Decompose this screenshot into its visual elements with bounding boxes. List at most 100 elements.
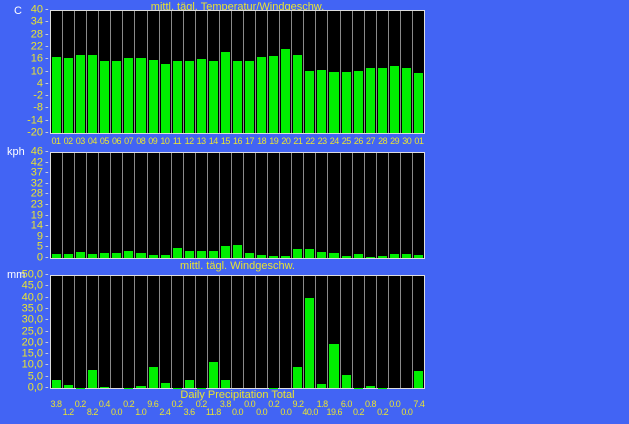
precip-value-label: 0.0 bbox=[389, 399, 401, 409]
bar-column-day-23 bbox=[316, 276, 329, 388]
windspeed-y-axis: 46-42-37-32-28-23-19-14-9-5-0- bbox=[0, 146, 49, 263]
value-bar bbox=[401, 67, 411, 133]
value-bar bbox=[148, 60, 158, 133]
y-tick-label: 35,0- bbox=[21, 302, 49, 315]
bar-column-day-21 bbox=[292, 153, 305, 258]
bar-column-day-29 bbox=[389, 276, 401, 388]
value-bar bbox=[317, 383, 327, 388]
precip-value-label: 9.2 bbox=[292, 399, 304, 409]
bar-column-day-05 bbox=[99, 153, 112, 258]
y-tick-label: 0- bbox=[36, 251, 49, 264]
y-tick-label: 42- bbox=[30, 156, 49, 169]
value-bar bbox=[413, 255, 423, 258]
bar-column-day-25 bbox=[341, 276, 353, 388]
bar-column-day-26 bbox=[353, 153, 365, 258]
precip-value-label: 0.2 bbox=[268, 399, 280, 409]
windspeed-bar-plot bbox=[50, 152, 425, 259]
x-tick-label: 21 bbox=[293, 136, 303, 146]
x-tick-label: 17 bbox=[245, 136, 255, 146]
value-bar bbox=[232, 61, 242, 133]
bar-column-day-13 bbox=[196, 11, 208, 133]
bar-column-day-19 bbox=[268, 153, 281, 258]
y-tick-label: 9- bbox=[36, 230, 49, 243]
value-bar bbox=[329, 252, 339, 258]
bar-column-day-29 bbox=[389, 153, 401, 258]
bar-column-day-26 bbox=[353, 276, 365, 388]
windspeed-unit-label: kph bbox=[7, 146, 25, 158]
bar-column-day-24 bbox=[328, 11, 341, 133]
value-bar bbox=[100, 253, 110, 258]
precip-value-label: 1.2 bbox=[62, 407, 75, 417]
bar-column-day-01 bbox=[51, 11, 64, 133]
precip-value-label: 0.0 bbox=[280, 407, 292, 417]
precip-value-label: 3.8 bbox=[219, 399, 232, 409]
precip-value-label: 8.2 bbox=[86, 407, 99, 417]
value-bar bbox=[317, 252, 327, 258]
x-tick-label: 30 bbox=[402, 136, 412, 146]
precipitation-value-labels: 3.8 1.2 0.2 8.2 0.4 0.0 0.2 1.0 9.6 2.4 0.2 3.6 0.2 1… bbox=[50, 400, 425, 420]
bar-column-day-23 bbox=[316, 153, 329, 258]
value-bar bbox=[88, 55, 98, 133]
value-bar bbox=[341, 256, 351, 258]
value-bar bbox=[64, 254, 74, 258]
value-bar bbox=[281, 255, 291, 258]
y-tick-label: 32- bbox=[30, 177, 49, 190]
bar-column-day-14 bbox=[208, 153, 220, 258]
x-tick-label: 28 bbox=[378, 136, 388, 146]
x-tick-label: 07 bbox=[124, 136, 134, 146]
x-tick-label: 06 bbox=[112, 136, 122, 146]
y-tick-label: 22- bbox=[30, 40, 49, 53]
bar-column-day-04 bbox=[87, 11, 100, 133]
day-axis-labels: 01 02 03 04 05 06 07 08 09 10 11 12 13 14 15 16 17 18 19 20… bbox=[50, 135, 425, 147]
bar-column-day-12 bbox=[184, 276, 196, 388]
bar-column-day-05 bbox=[99, 276, 112, 388]
value-bar bbox=[184, 379, 194, 388]
value-bar bbox=[329, 72, 339, 133]
value-bar bbox=[413, 73, 423, 133]
bar-column-day-13 bbox=[196, 153, 208, 258]
y-tick-label: 23- bbox=[30, 198, 49, 211]
y-tick-label: 19- bbox=[30, 209, 49, 222]
value-bar bbox=[365, 256, 375, 258]
precipitation-chart-title: Daily Precipitation Total bbox=[180, 389, 295, 401]
precip-value-label: 0.0 bbox=[231, 407, 244, 417]
value-bar bbox=[136, 253, 146, 258]
bar-column-day-12 bbox=[184, 11, 196, 133]
value-bar bbox=[389, 66, 399, 133]
precip-value-label: 3.6 bbox=[183, 407, 196, 417]
x-tick-label: 20 bbox=[281, 136, 291, 146]
value-bar bbox=[377, 255, 387, 258]
bar-column-day-20 bbox=[280, 153, 293, 258]
bar-column-day-06 bbox=[111, 11, 124, 133]
bar-column-day-02 bbox=[63, 153, 76, 258]
x-tick-label: 29 bbox=[390, 136, 400, 146]
precip-value-label: 0.0 bbox=[244, 399, 256, 409]
value-bar bbox=[160, 382, 170, 388]
value-bar bbox=[413, 371, 423, 388]
value-bar bbox=[353, 253, 363, 258]
precip-value-label: 3.8 bbox=[50, 399, 63, 409]
precipitation-y-axis: 50,0-45,0-40,0-35,0-30,0-25,0-20,0-15,0-… bbox=[0, 269, 49, 393]
value-bar bbox=[365, 67, 375, 133]
bar-column-day-30 bbox=[401, 153, 413, 258]
bar-column-day-15 bbox=[220, 276, 232, 388]
value-bar bbox=[112, 61, 122, 133]
x-tick-label: 10 bbox=[160, 136, 170, 146]
temperature-y-axis: 40-34-28-22-16-10-4- -2- -8- -14- -20- bbox=[0, 4, 49, 138]
value-bar bbox=[377, 68, 387, 133]
bar-column-day-11 bbox=[172, 153, 184, 258]
value-bar bbox=[293, 55, 303, 133]
precip-value-label: 7.4 bbox=[413, 399, 425, 409]
y-tick-label: 28- bbox=[30, 187, 49, 200]
value-bar bbox=[76, 251, 86, 258]
bar-column-day-29 bbox=[389, 11, 401, 133]
bar-column-day-18 bbox=[256, 276, 269, 388]
bar-column-day-28 bbox=[377, 153, 389, 258]
bar-column-day-03 bbox=[75, 11, 88, 133]
value-bar bbox=[100, 387, 110, 388]
bar-column-day-17 bbox=[244, 153, 257, 258]
value-bar bbox=[245, 61, 255, 133]
x-tick-label: 24 bbox=[329, 136, 340, 146]
bar-column-day-23 bbox=[316, 11, 329, 133]
bar-column-day-28 bbox=[377, 276, 389, 388]
